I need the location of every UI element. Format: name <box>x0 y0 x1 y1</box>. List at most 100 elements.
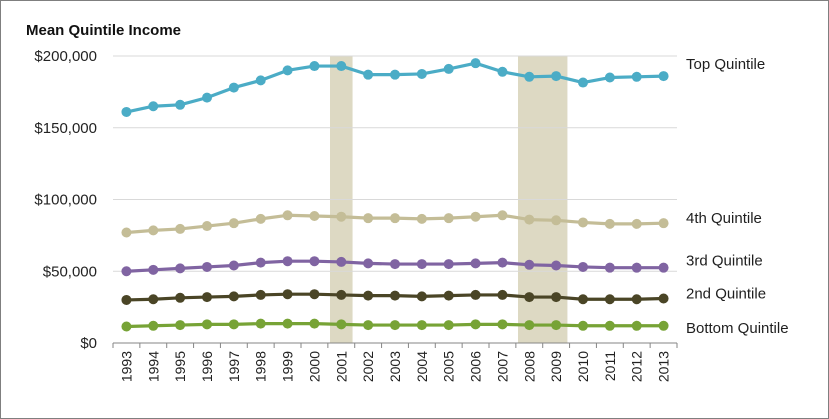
data-point-3rd-quintile <box>658 262 669 273</box>
data-point-bottom-quintile <box>228 319 239 330</box>
x-tick-label: 1995 <box>172 351 188 382</box>
data-point-2nd-quintile <box>443 290 454 301</box>
data-point-4th-quintile <box>470 211 481 222</box>
data-point-3rd-quintile <box>282 256 293 267</box>
data-point-2nd-quintile <box>604 294 615 305</box>
data-point-4th-quintile <box>309 211 320 222</box>
data-point-top-quintile <box>658 71 669 82</box>
data-point-top-quintile <box>470 58 481 69</box>
x-tick-label: 2010 <box>575 351 591 382</box>
data-point-3rd-quintile <box>524 259 535 270</box>
data-point-top-quintile <box>604 72 615 83</box>
data-point-3rd-quintile <box>148 264 159 275</box>
x-tick-label: 2007 <box>494 351 510 382</box>
data-point-2nd-quintile <box>390 290 400 301</box>
data-point-3rd-quintile <box>175 263 186 274</box>
data-point-bottom-quintile <box>390 320 400 331</box>
data-point-2nd-quintile <box>255 289 266 300</box>
data-point-top-quintile <box>443 63 454 74</box>
x-tick-label: 2013 <box>656 351 672 382</box>
data-point-3rd-quintile <box>309 256 320 267</box>
data-point-2nd-quintile <box>202 292 212 303</box>
data-point-top-quintile <box>282 65 293 76</box>
data-point-2nd-quintile <box>631 294 642 305</box>
data-point-4th-quintile <box>578 217 588 228</box>
data-point-bottom-quintile <box>336 319 347 330</box>
x-tick-label: 1994 <box>145 351 161 382</box>
y-tick-label: $50,000 <box>43 263 97 280</box>
data-point-bottom-quintile <box>309 318 320 329</box>
x-tick-label: 1999 <box>280 351 296 382</box>
y-tick-label: $150,000 <box>34 120 97 137</box>
x-tick-label: 2000 <box>306 351 322 382</box>
data-point-3rd-quintile <box>390 259 400 270</box>
data-point-top-quintile <box>336 61 347 72</box>
data-point-4th-quintile <box>363 213 374 224</box>
data-point-2nd-quintile <box>148 294 159 305</box>
data-point-3rd-quintile <box>631 262 642 273</box>
data-point-4th-quintile <box>443 213 454 224</box>
data-point-4th-quintile <box>604 218 615 229</box>
data-point-3rd-quintile <box>255 257 266 268</box>
data-point-top-quintile <box>148 101 159 112</box>
data-point-top-quintile <box>551 71 562 82</box>
series-label-bottom-quintile: Bottom Quintile <box>686 320 789 337</box>
data-point-2nd-quintile <box>363 290 374 301</box>
data-point-4th-quintile <box>121 227 132 238</box>
data-point-top-quintile <box>202 92 212 103</box>
data-point-top-quintile <box>255 75 266 86</box>
data-point-bottom-quintile <box>524 320 535 331</box>
data-point-bottom-quintile <box>551 320 562 331</box>
data-point-bottom-quintile <box>658 320 669 331</box>
data-point-bottom-quintile <box>121 321 132 332</box>
data-point-3rd-quintile <box>497 257 508 268</box>
data-point-bottom-quintile <box>578 320 588 331</box>
data-point-4th-quintile <box>497 210 508 221</box>
x-tick-label: 2002 <box>360 351 376 382</box>
data-point-3rd-quintile <box>202 261 212 272</box>
x-tick-label: 2009 <box>548 351 564 382</box>
data-point-2nd-quintile <box>121 294 132 305</box>
data-point-bottom-quintile <box>497 319 508 330</box>
data-point-3rd-quintile <box>363 258 374 269</box>
data-point-4th-quintile <box>524 214 535 225</box>
x-tick-label: 1993 <box>118 351 134 382</box>
data-point-2nd-quintile <box>282 289 293 300</box>
data-point-top-quintile <box>309 61 320 72</box>
data-point-3rd-quintile <box>443 259 454 270</box>
data-point-bottom-quintile <box>363 320 374 331</box>
data-point-2nd-quintile <box>470 289 481 300</box>
y-tick-label: $0 <box>80 335 97 352</box>
data-point-4th-quintile <box>175 223 186 234</box>
data-point-2nd-quintile <box>228 291 239 302</box>
series-label-2nd-quintile: 2nd Quintile <box>686 286 766 303</box>
data-point-bottom-quintile <box>175 320 186 331</box>
data-point-top-quintile <box>497 66 508 77</box>
data-point-4th-quintile <box>416 213 427 224</box>
data-point-4th-quintile <box>202 221 212 232</box>
data-point-4th-quintile <box>228 218 239 229</box>
data-point-3rd-quintile <box>336 256 347 267</box>
data-point-bottom-quintile <box>604 320 615 331</box>
data-point-3rd-quintile <box>121 266 132 277</box>
x-tick-label: 1998 <box>253 351 269 382</box>
x-tick-label: 2012 <box>629 351 645 382</box>
data-point-bottom-quintile <box>416 320 427 331</box>
data-point-3rd-quintile <box>416 259 427 270</box>
series-label-3rd-quintile: 3rd Quintile <box>686 253 763 270</box>
data-point-top-quintile <box>363 69 374 80</box>
data-point-2nd-quintile <box>336 289 347 300</box>
x-tick-label: 1997 <box>226 351 242 382</box>
x-tick-label: 2005 <box>441 351 457 382</box>
data-point-2nd-quintile <box>578 294 588 305</box>
data-point-4th-quintile <box>390 213 400 224</box>
data-point-3rd-quintile <box>551 260 562 271</box>
data-point-4th-quintile <box>551 215 562 226</box>
data-point-top-quintile <box>578 77 588 88</box>
data-point-top-quintile <box>631 71 642 82</box>
data-point-4th-quintile <box>631 218 642 229</box>
data-point-2nd-quintile <box>497 289 508 300</box>
x-tick-label: 2008 <box>521 351 537 382</box>
